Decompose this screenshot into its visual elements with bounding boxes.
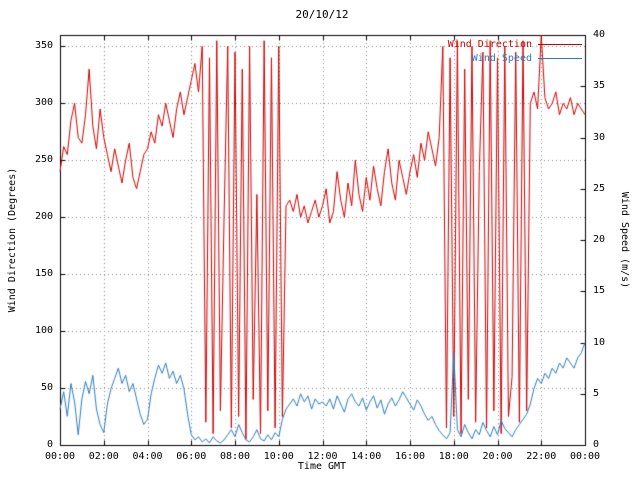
left-y-axis-label: Wind Direction (Degrees) — [7, 167, 18, 313]
x-tick-label: 02:00 — [88, 451, 119, 462]
y-left-tick-label: 350 — [34, 40, 53, 52]
legend-item-wind-speed: Wind Speed — [448, 51, 582, 65]
y-right-tick-label: 40 — [593, 29, 606, 40]
y-left-tick-label: 50 — [40, 382, 53, 394]
y-left-tick-label: 150 — [34, 268, 53, 280]
y-right-tick-label: 0 — [593, 439, 600, 450]
x-tick-label: 14:00 — [351, 451, 382, 462]
x-tick-label: 00:00 — [44, 451, 76, 462]
x-tick-label: 10:00 — [263, 451, 294, 462]
y-right-tick-label: 35 — [593, 80, 606, 92]
legend-item-wind-direction: Wind Direction — [448, 37, 582, 51]
y-right-tick-label: 10 — [593, 336, 606, 348]
legend-label-wind-speed: Wind Speed — [471, 52, 532, 64]
y-right-tick-label: 30 — [593, 131, 606, 143]
legend: Wind Direction Wind Speed — [448, 37, 582, 65]
x-tick-label: 12:00 — [307, 451, 338, 462]
y-right-tick-label: 20 — [593, 234, 606, 245]
x-tick-label: 04:00 — [132, 451, 163, 462]
x-tick-label: 08:00 — [219, 451, 251, 462]
y-left-tick-label: 300 — [34, 97, 53, 109]
chart-title: 20/10/12 — [295, 8, 349, 21]
x-tick-label: 18:00 — [438, 451, 469, 462]
x-tick-label: 00:00 — [569, 451, 601, 462]
x-tick-label: 20:00 — [482, 451, 513, 462]
y-left-tick-label: 0 — [46, 439, 53, 450]
x-axis-label: Time GMT — [297, 461, 347, 472]
wind-direction-line-sample — [538, 43, 582, 45]
y-right-tick-label: 5 — [593, 387, 600, 399]
y-left-tick-label: 250 — [34, 154, 53, 166]
y-right-tick-label: 15 — [593, 285, 606, 297]
right-y-axis-label: Wind Speed (m/s) — [619, 191, 630, 289]
y-right-tick-label: 25 — [593, 182, 606, 194]
y-left-tick-label: 200 — [34, 211, 53, 223]
x-tick-label: 16:00 — [394, 451, 426, 462]
x-tick-label: 06:00 — [176, 451, 207, 462]
y-left-tick-label: 100 — [34, 325, 53, 337]
x-tick-label: 22:00 — [526, 451, 557, 462]
legend-label-wind-direction: Wind Direction — [447, 38, 532, 50]
wind-speed-line-sample — [538, 57, 582, 59]
